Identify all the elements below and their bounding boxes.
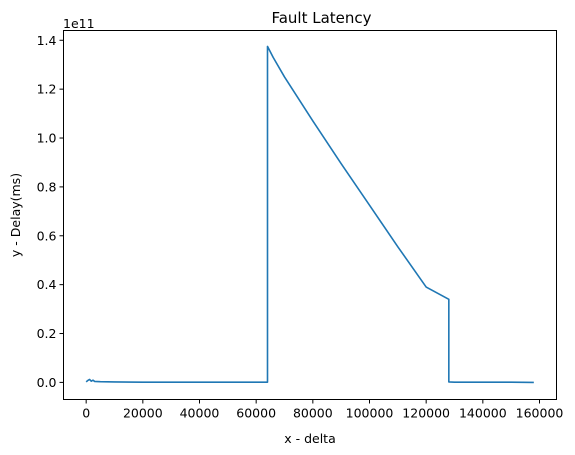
y-tick-label: 1.0 — [37, 131, 57, 146]
y-offset-label: 1e11 — [63, 16, 95, 31]
x-tick-label: 140000 — [459, 406, 507, 421]
y-tick-label: 0.8 — [37, 179, 57, 194]
y-tick-label: 0.6 — [37, 228, 57, 243]
axes-frame — [63, 30, 557, 400]
x-axis-label: x - delta — [284, 431, 336, 446]
x-tick-label: 100000 — [346, 406, 394, 421]
y-tick-label: 0.0 — [37, 375, 57, 390]
x-tick-label: 80000 — [293, 406, 333, 421]
chart-title: Fault Latency — [271, 9, 371, 27]
y-tick-label: 0.2 — [37, 326, 57, 341]
x-tick-label: 0 — [82, 406, 90, 421]
plot-area — [85, 45, 534, 384]
y-tick-label: 0.4 — [37, 277, 57, 292]
series-line-0 — [85, 45, 534, 384]
y-tick-label: 1.4 — [37, 33, 57, 48]
x-tick-label: 20000 — [123, 406, 163, 421]
y-axis: 0.0 0.2 0.4 0.6 0.8 1.0 1.2 1.4 — [37, 33, 64, 390]
y-tick-label: 1.2 — [37, 82, 57, 97]
x-axis: 0 20000 40000 60000 80000 100000 120000 140000 1… — [82, 399, 564, 421]
x-tick-label: 120000 — [402, 406, 450, 421]
x-tick-label: 40000 — [180, 406, 220, 421]
x-tick-label: 160000 — [516, 406, 564, 421]
y-axis-label: y - Delay(ms) — [8, 173, 23, 257]
x-tick-label: 60000 — [236, 406, 276, 421]
